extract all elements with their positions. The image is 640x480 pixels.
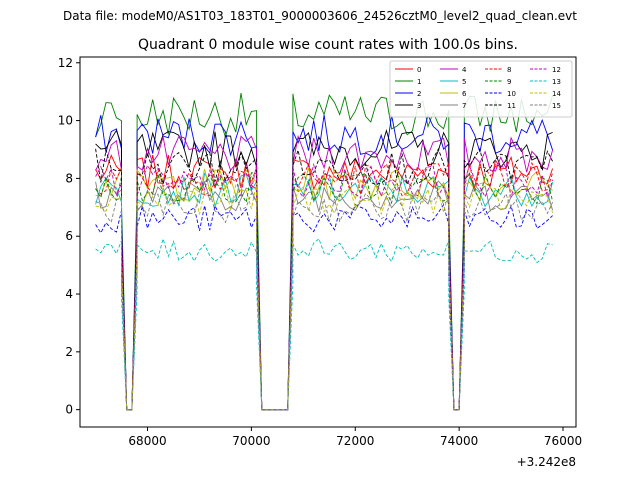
series-group <box>95 93 554 411</box>
legend-label-15: 15 <box>552 102 561 110</box>
legend-label-1: 1 <box>417 78 421 86</box>
y-tick-label: 0 <box>65 403 73 417</box>
legend-label-7: 7 <box>462 102 466 110</box>
series-line-3 <box>95 129 553 411</box>
series-line-12 <box>95 162 554 411</box>
series-line-11 <box>95 147 553 411</box>
x-tick-label: 74000 <box>440 434 478 448</box>
chart-title: Quadrant 0 module wise count rates with … <box>138 37 518 53</box>
series-line-14 <box>95 182 554 411</box>
legend-box <box>389 60 573 118</box>
y-tick-label: 2 <box>65 345 73 359</box>
legend-label-6: 6 <box>462 90 467 98</box>
x-tick-label: 68000 <box>128 434 166 448</box>
legend-label-2: 2 <box>417 90 421 98</box>
x-offset-label: +3.242e8 <box>517 455 576 469</box>
legend-label-14: 14 <box>552 90 561 98</box>
legend-label-11: 11 <box>507 102 516 110</box>
x-axis: 68000 70000 72000 74000 76000 <box>128 427 582 448</box>
legend-label-5: 5 <box>462 78 466 86</box>
y-tick-label: 12 <box>58 56 73 70</box>
series-line-5 <box>95 172 554 411</box>
legend-label-8: 8 <box>507 66 511 74</box>
x-tick-label: 76000 <box>544 434 582 448</box>
series-line-7 <box>95 180 554 411</box>
legend-label-13: 13 <box>552 78 561 86</box>
y-tick-label: 6 <box>65 229 73 243</box>
series-line-2 <box>95 113 554 411</box>
series-line-6 <box>95 167 553 411</box>
y-tick-label: 8 <box>65 171 73 185</box>
y-axis: 0 2 4 6 8 10 12 <box>58 56 80 417</box>
legend-label-10: 10 <box>507 90 516 98</box>
series-line-15 <box>95 191 554 411</box>
x-tick-label: 72000 <box>336 434 374 448</box>
plot-frame <box>79 56 577 428</box>
legend-label-3: 3 <box>417 102 421 110</box>
series-line-9 <box>95 171 554 411</box>
chart-suptitle: Data file: modeM0/AS1T03_183T01_90000036… <box>63 9 577 23</box>
y-tick-label: 4 <box>65 287 73 301</box>
y-tick-label: 10 <box>58 114 73 128</box>
legend-label-0: 0 <box>417 66 421 74</box>
series-line-13 <box>95 237 553 411</box>
legend-label-9: 9 <box>507 78 511 86</box>
legend-label-12: 12 <box>552 66 561 74</box>
legend-label-4: 4 <box>462 66 467 74</box>
plot-area <box>79 56 577 428</box>
x-tick-label: 70000 <box>232 434 270 448</box>
series-line-10 <box>95 203 553 411</box>
